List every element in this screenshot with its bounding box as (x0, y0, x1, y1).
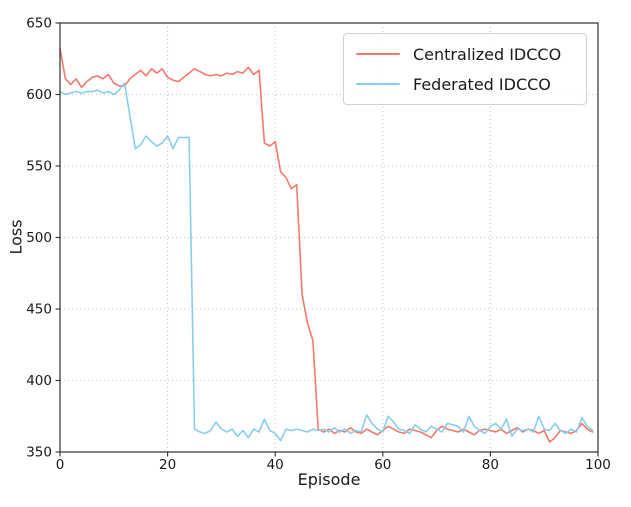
y-axis-label: Loss (6, 219, 26, 255)
legend-item-federated: Federated IDCCO (356, 72, 574, 96)
legend-label-federated: Federated IDCCO (413, 74, 551, 94)
x-tick-label: 40 (267, 457, 284, 473)
legend-item-centralized: Centralized IDCCO (356, 42, 574, 66)
x-tick-label: 80 (482, 457, 499, 473)
y-tick-label: 500 (26, 230, 52, 246)
legend: Centralized IDCCO Federated IDCCO (343, 33, 587, 105)
y-tick-label: 650 (26, 16, 52, 32)
legend-label-centralized: Centralized IDCCO (413, 44, 562, 64)
x-tick-label: 20 (159, 457, 176, 473)
y-tick-label: 600 (26, 87, 52, 103)
y-tick-label: 350 (26, 445, 52, 461)
centralized-line-swatch (356, 52, 400, 56)
x-tick-label: 60 (374, 457, 391, 473)
x-axis-label: Episode (297, 470, 361, 489)
y-tick-label: 550 (26, 159, 52, 175)
x-tick-label: 0 (56, 457, 65, 473)
y-tick-label: 400 (26, 373, 52, 389)
y-tick-label: 450 (26, 302, 52, 318)
x-tick-label: 100 (585, 457, 611, 473)
series-line-federated-idcco (59, 82, 594, 442)
series-line-centralized-idcco (59, 47, 594, 443)
federated-line-swatch (356, 82, 400, 86)
